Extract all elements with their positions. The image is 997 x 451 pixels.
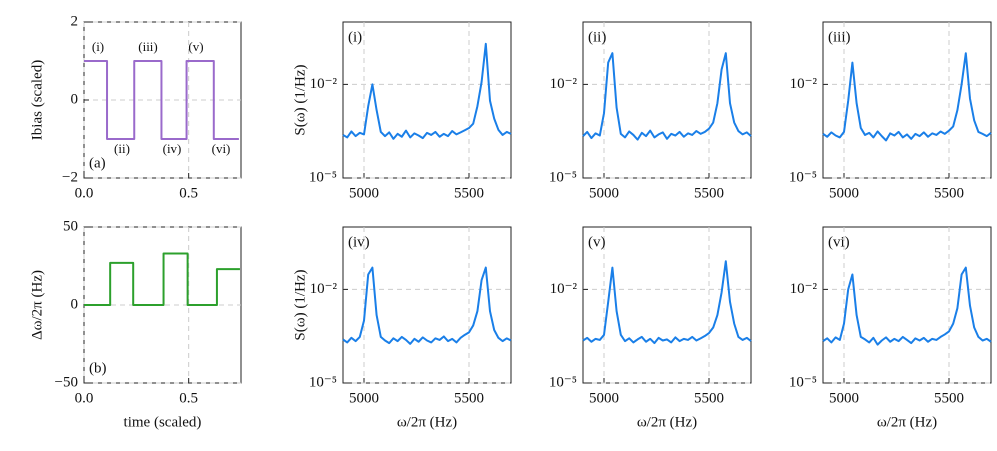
y-tick-label: −50 bbox=[55, 374, 78, 390]
data-line bbox=[822, 266, 992, 346]
panel-label: (vi) bbox=[828, 234, 850, 250]
y-tick-label: 10⁻⁵ bbox=[789, 169, 817, 185]
x-tick-label: 5000 bbox=[589, 390, 619, 406]
annotation: (i) bbox=[92, 39, 104, 54]
panel-label: (iv) bbox=[348, 234, 370, 250]
panel-label: (a) bbox=[89, 155, 106, 171]
annotation: (iv) bbox=[163, 141, 182, 156]
x-axis-label: ω/2π (Hz) bbox=[637, 414, 697, 430]
panel-label: (v) bbox=[588, 234, 606, 250]
x-axis-label: ω/2π (Hz) bbox=[877, 414, 937, 430]
x-axis-label: ω/2π (Hz) bbox=[397, 414, 457, 430]
x-tick-label: 5000 bbox=[349, 390, 379, 406]
x-tick-label: 5000 bbox=[829, 185, 859, 201]
y-axis-label: S(ω) (1/Hz) bbox=[292, 269, 308, 340]
y-tick-label: 10⁻² bbox=[310, 281, 338, 297]
y-tick-label: 10⁻⁵ bbox=[549, 169, 577, 185]
panel-label: (ii) bbox=[588, 29, 606, 45]
x-tick-label: 0.5 bbox=[179, 390, 198, 406]
x-tick-label: 5000 bbox=[349, 185, 379, 201]
x-tick-label: 5500 bbox=[454, 390, 484, 406]
y-axis-label: Δω/2π (Hz) bbox=[29, 270, 45, 340]
y-tick-label: 10⁻⁵ bbox=[309, 374, 337, 390]
data-line bbox=[84, 60, 239, 140]
data-line bbox=[84, 252, 240, 306]
y-tick-label: 10⁻² bbox=[790, 76, 818, 92]
panel-label: (i) bbox=[348, 29, 362, 45]
panel-label: (b) bbox=[89, 360, 107, 376]
x-tick-label: 0.0 bbox=[75, 185, 94, 201]
x-tick-label: 5500 bbox=[694, 185, 724, 201]
panel-label: (iii) bbox=[828, 29, 851, 45]
x-tick-label: 0.0 bbox=[75, 390, 94, 406]
y-tick-label: 0 bbox=[71, 91, 79, 107]
x-tick-label: 0.5 bbox=[179, 185, 198, 201]
data-line bbox=[342, 42, 512, 140]
y-tick-label: 10⁻² bbox=[550, 76, 578, 92]
y-axis-label: Ibias (scaled) bbox=[29, 60, 45, 140]
y-tick-label: 10⁻² bbox=[310, 76, 338, 92]
x-tick-label: 5500 bbox=[934, 390, 964, 406]
y-tick-label: 10⁻⁵ bbox=[549, 374, 577, 390]
data-line bbox=[582, 52, 752, 141]
y-tick-label: 50 bbox=[63, 218, 78, 234]
x-tick-label: 5000 bbox=[829, 390, 859, 406]
annotation: (ii) bbox=[114, 141, 130, 156]
y-tick-label: 10⁻⁵ bbox=[789, 374, 817, 390]
y-tick-label: −2 bbox=[62, 169, 78, 185]
y-axis-label: S(ω) (1/Hz) bbox=[292, 64, 308, 135]
annotation: (iii) bbox=[138, 39, 158, 54]
y-tick-label: 10⁻² bbox=[550, 281, 578, 297]
plot-frame bbox=[582, 21, 752, 179]
x-tick-label: 5500 bbox=[694, 390, 724, 406]
annotation: (vi) bbox=[212, 141, 231, 156]
x-axis-label: time (scaled) bbox=[124, 414, 202, 430]
y-tick-label: 10⁻² bbox=[790, 281, 818, 297]
data-line bbox=[342, 266, 512, 345]
x-tick-label: 5500 bbox=[934, 185, 964, 201]
annotation: (v) bbox=[188, 39, 203, 54]
data-line bbox=[822, 52, 992, 142]
y-tick-label: 2 bbox=[71, 13, 79, 29]
x-tick-label: 5000 bbox=[589, 185, 619, 201]
y-tick-label: 0 bbox=[71, 296, 79, 312]
y-tick-label: 10⁻⁵ bbox=[309, 169, 337, 185]
x-tick-label: 5500 bbox=[454, 185, 484, 201]
data-line bbox=[582, 260, 752, 345]
